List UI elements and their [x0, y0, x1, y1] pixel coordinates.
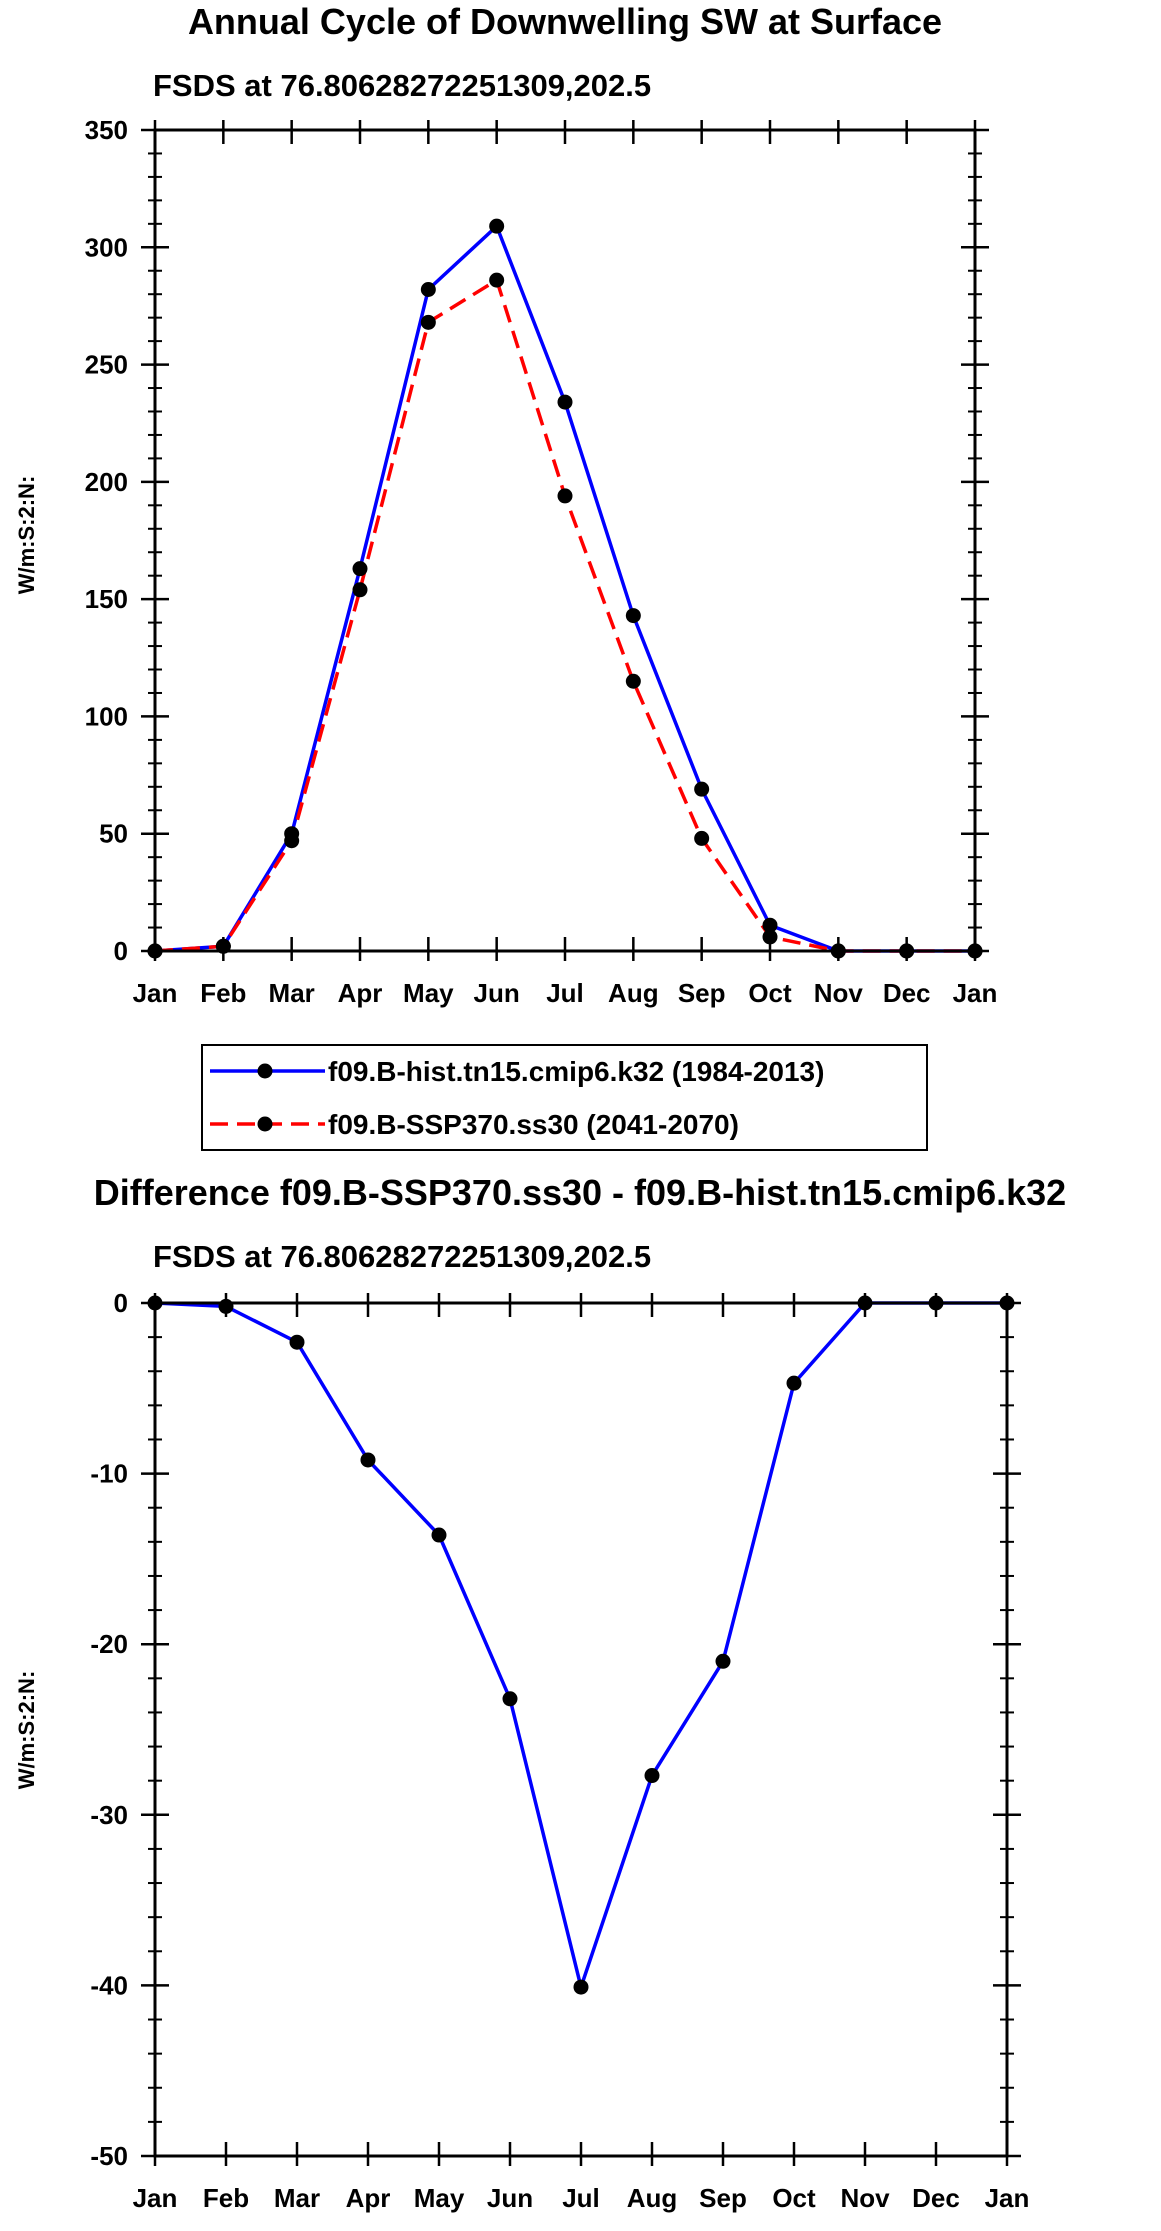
data-point [352, 561, 368, 577]
chart-annual-cycle: Annual Cycle of Downwelling SW at Surfac… [14, 1, 998, 1151]
chart-difference: Difference f09.B-SSP370.ss30 - f09.B-his… [14, 1172, 1066, 2213]
legend-entry-hist: f09.B-hist.tn15.cmip6.k32 (1984-2013) [210, 1056, 824, 1087]
chart2-series-lines [154, 1301, 1007, 1989]
data-point [431, 1527, 447, 1543]
x-tick-label: Sep [678, 978, 726, 1008]
chart1-ticks [141, 120, 989, 961]
series-line-primary [154, 1301, 1007, 1989]
data-point [786, 1375, 802, 1391]
x-tick-label: May [403, 978, 454, 1008]
chart1-x-tick-labels: Jan Feb Mar Apr May Jun Jul Aug Sep Oct Nov Dec Jan [133, 978, 998, 1008]
x-tick-label: Jul [562, 2183, 600, 2213]
x-tick-label: Sep [699, 2183, 747, 2213]
series-line-secondary [154, 278, 975, 953]
x-tick-label: Oct [748, 978, 792, 1008]
data-point [694, 781, 710, 797]
data-point [557, 488, 573, 504]
data-point [557, 394, 573, 410]
y-tick-label: 300 [85, 232, 128, 262]
y-tick-label: -50 [90, 2141, 128, 2171]
x-tick-label: Dec [912, 2183, 960, 2213]
data-point [420, 314, 436, 330]
data-point [420, 282, 436, 298]
chart2-y-axis-label: W/m:S:2:N: [14, 1671, 39, 1790]
y-tick-label: 0 [114, 936, 128, 966]
y-tick-label: 200 [85, 467, 128, 497]
data-point [715, 1653, 731, 1669]
series-line-primary [154, 224, 975, 953]
x-tick-label: Jun [487, 2183, 533, 2213]
x-tick-label: Jan [985, 2183, 1030, 2213]
legend-marker-hist [257, 1063, 273, 1079]
y-tick-label: -10 [90, 1459, 128, 1489]
x-tick-label: Aug [608, 978, 659, 1008]
chart2-subtitle: FSDS at 76.80628272251309,202.5 [153, 1239, 651, 1274]
legend-label-ssp370: f09.B-SSP370.ss30 (2041-2070) [328, 1109, 739, 1140]
x-tick-label: Jan [953, 978, 998, 1008]
data-point [284, 833, 300, 849]
chart1-legend: f09.B-hist.tn15.cmip6.k32 (1984-2013) f0… [201, 1044, 928, 1151]
x-tick-label: Apr [346, 2183, 391, 2213]
y-tick-label: 50 [99, 819, 128, 849]
chart2-series-points [147, 1295, 1015, 1995]
chart1-plot-frame [153, 128, 977, 953]
x-tick-label: Jun [474, 978, 520, 1008]
legend-marker-ssp370 [257, 1116, 273, 1132]
x-tick-label: May [414, 2183, 465, 2213]
y-tick-label: 150 [85, 584, 128, 614]
legend-label-hist: f09.B-hist.tn15.cmip6.k32 (1984-2013) [328, 1056, 824, 1087]
data-point [625, 608, 641, 624]
y-tick-label: 250 [85, 350, 128, 380]
chart2-plot-frame [153, 1301, 1009, 2158]
x-tick-label: Mar [269, 978, 315, 1008]
y-tick-label: -30 [90, 1800, 128, 1830]
y-tick-label: -20 [90, 1629, 128, 1659]
chart2-ticks [141, 1293, 1021, 2166]
chart2-y-tick-labels: -50 -40 -30 -20 -10 0 [90, 1288, 128, 2171]
legend-box [201, 1044, 928, 1151]
data-point [489, 218, 505, 234]
chart1-series-lines [154, 224, 975, 953]
x-tick-label: Mar [274, 2183, 320, 2213]
x-tick-label: Nov [840, 2183, 890, 2213]
chart1-title: Annual Cycle of Downwelling SW at Surfac… [188, 1, 942, 42]
chart2-title: Difference f09.B-SSP370.ss30 - f09.B-his… [94, 1172, 1066, 1213]
y-tick-label: 0 [114, 1288, 128, 1318]
x-tick-label: Feb [200, 978, 246, 1008]
chart1-y-axis-label: W/m:S:2:N: [14, 476, 39, 595]
x-tick-label: Oct [772, 2183, 816, 2213]
legend-entry-ssp370: f09.B-SSP370.ss30 (2041-2070) [210, 1109, 739, 1140]
data-point [694, 830, 710, 846]
x-tick-label: Nov [814, 978, 864, 1008]
chart1-subtitle: FSDS at 76.80628272251309,202.5 [153, 68, 651, 103]
data-point [644, 1768, 660, 1784]
chart1-y-tick-labels: 0 50 100 150 200 250 300 350 [85, 115, 128, 966]
data-point [360, 1452, 376, 1468]
x-tick-label: Jul [546, 978, 584, 1008]
x-tick-label: Feb [203, 2183, 249, 2213]
data-point [489, 272, 505, 288]
data-point [289, 1334, 305, 1350]
x-tick-label: Apr [338, 978, 383, 1008]
data-point [352, 582, 368, 598]
data-point [573, 1979, 589, 1995]
data-point [762, 929, 778, 945]
x-tick-label: Jan [133, 2183, 178, 2213]
y-tick-label: 100 [85, 701, 128, 731]
data-point [625, 673, 641, 689]
data-point [762, 917, 778, 933]
data-point [502, 1691, 518, 1707]
chart2-x-tick-labels: Jan Feb Mar Apr May Jun Jul Aug Sep Oct Nov Dec Jan [133, 2183, 1030, 2213]
y-tick-label: -40 [90, 1970, 128, 2000]
chart1-series-points [147, 218, 983, 959]
x-tick-label: Jan [133, 978, 178, 1008]
data-point [218, 1298, 234, 1314]
x-tick-label: Dec [883, 978, 931, 1008]
y-tick-label: 350 [85, 115, 128, 145]
x-tick-label: Aug [627, 2183, 678, 2213]
